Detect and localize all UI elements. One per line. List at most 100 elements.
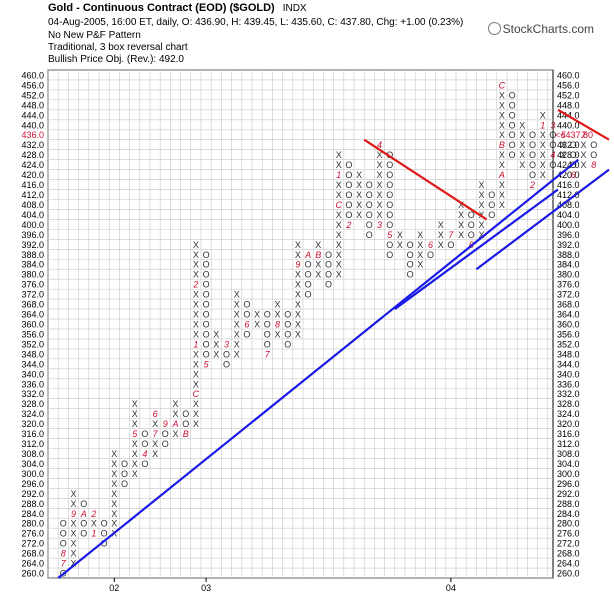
x-box: X	[193, 349, 199, 359]
month-marker: A	[80, 509, 87, 519]
month-marker: B	[499, 140, 505, 150]
x-box: X	[397, 240, 403, 250]
y-tick-label-right: 380.0	[557, 270, 580, 280]
y-tick-label-right: 432.0	[557, 140, 580, 150]
x-box: X	[193, 240, 199, 250]
o-box: O	[203, 270, 210, 280]
method-line: Traditional, 3 box reversal chart	[48, 42, 188, 53]
y-tick-label-left: 276.0	[21, 529, 44, 539]
o-box: O	[386, 170, 393, 180]
y-tick-label-right: 352.0	[557, 339, 580, 349]
y-tick-label-right: 448.0	[557, 100, 580, 110]
o-box: O	[162, 439, 169, 449]
o-box: O	[488, 200, 495, 210]
x-box: X	[438, 220, 444, 230]
x-box: X	[193, 250, 199, 260]
x-box: X	[132, 439, 138, 449]
month-marker: A	[304, 250, 311, 260]
x-box: X	[193, 329, 199, 339]
o-box: O	[60, 519, 67, 529]
y-tick-label-right: 332.0	[557, 389, 580, 399]
month-marker: 4	[377, 140, 382, 150]
month-marker: 6	[428, 240, 433, 250]
y-tick-label-right: 308.0	[557, 449, 580, 459]
y-tick-label-left: 260.0	[21, 569, 44, 579]
o-box: O	[386, 200, 393, 210]
x-box: X	[70, 539, 76, 549]
o-box: O	[141, 459, 148, 469]
month-marker: 5	[132, 429, 138, 439]
x-box: X	[376, 170, 382, 180]
month-marker: 7	[153, 429, 159, 439]
y-tick-label-left: 288.0	[21, 499, 44, 509]
y-tick-label-right: 364.0	[557, 310, 580, 320]
y-tick-label-left: 420.0	[21, 170, 44, 180]
y-tick-label-left: 392.0	[21, 240, 44, 250]
o-box: O	[386, 180, 393, 190]
x-box: X	[234, 290, 240, 300]
x-box: X	[295, 310, 301, 320]
y-tick-label-right: 392.0	[557, 240, 580, 250]
x-box: X	[234, 339, 240, 349]
x-box: X	[70, 499, 76, 509]
x-box: X	[152, 439, 158, 449]
x-box: X	[356, 190, 362, 200]
y-tick-label-right: 288.0	[557, 499, 580, 509]
y-tick-label-left: 324.0	[21, 409, 44, 419]
y-tick-label-right: 400.0	[557, 220, 580, 230]
x-box: X	[172, 429, 178, 439]
month-marker: A	[498, 170, 505, 180]
y-tick-label-left: 348.0	[21, 349, 44, 359]
o-box: O	[325, 270, 332, 280]
x-box: X	[213, 339, 219, 349]
o-box: O	[570, 150, 577, 160]
x-box: X	[193, 419, 199, 429]
o-box: O	[60, 529, 67, 539]
o-box: O	[549, 160, 556, 170]
o-box: O	[264, 310, 271, 320]
o-box: O	[305, 280, 312, 290]
month-marker: 1	[91, 529, 96, 539]
o-box: O	[529, 130, 536, 140]
y-tick-label-left: 436.0	[21, 130, 44, 140]
o-box: O	[203, 260, 210, 270]
x-box: X	[478, 220, 484, 230]
x-box: X	[132, 399, 138, 409]
y-tick-label-left: 272.0	[21, 539, 44, 549]
o-box: O	[284, 310, 291, 320]
o-box: O	[590, 140, 597, 150]
o-box: O	[121, 469, 128, 479]
month-marker: 1	[540, 120, 545, 130]
y-tick-label-left: 320.0	[21, 419, 44, 429]
x-box: X	[478, 200, 484, 210]
x-box: X	[70, 519, 76, 529]
o-box: O	[468, 210, 475, 220]
x-box: X	[91, 519, 97, 529]
current-price-label: <<437.80	[555, 130, 593, 140]
x-box: X	[295, 240, 301, 250]
month-marker: 8	[275, 320, 280, 330]
y-tick-label-right: 328.0	[557, 399, 580, 409]
pattern-line: No New P&F Pattern	[48, 30, 141, 41]
x-box: X	[540, 150, 546, 160]
x-box: X	[478, 190, 484, 200]
o-box: O	[366, 190, 373, 200]
x-box: X	[478, 180, 484, 190]
x-box: X	[111, 499, 117, 509]
x-box: X	[193, 320, 199, 330]
support-trendline	[394, 188, 559, 310]
x-box: X	[193, 399, 199, 409]
x-box: X	[519, 130, 525, 140]
o-box: O	[101, 539, 108, 549]
y-tick-label-left: 456.0	[21, 80, 44, 90]
y-tick-label-right: 316.0	[557, 429, 580, 439]
x-box: X	[499, 190, 505, 200]
x-box: X	[519, 120, 525, 130]
x-box: X	[356, 180, 362, 190]
x-box: X	[172, 399, 178, 409]
x-box: X	[315, 240, 321, 250]
o-box: O	[407, 270, 414, 280]
stockcharts-logo[interactable]: StockCharts.com	[487, 20, 594, 36]
x-box: X	[336, 220, 342, 230]
